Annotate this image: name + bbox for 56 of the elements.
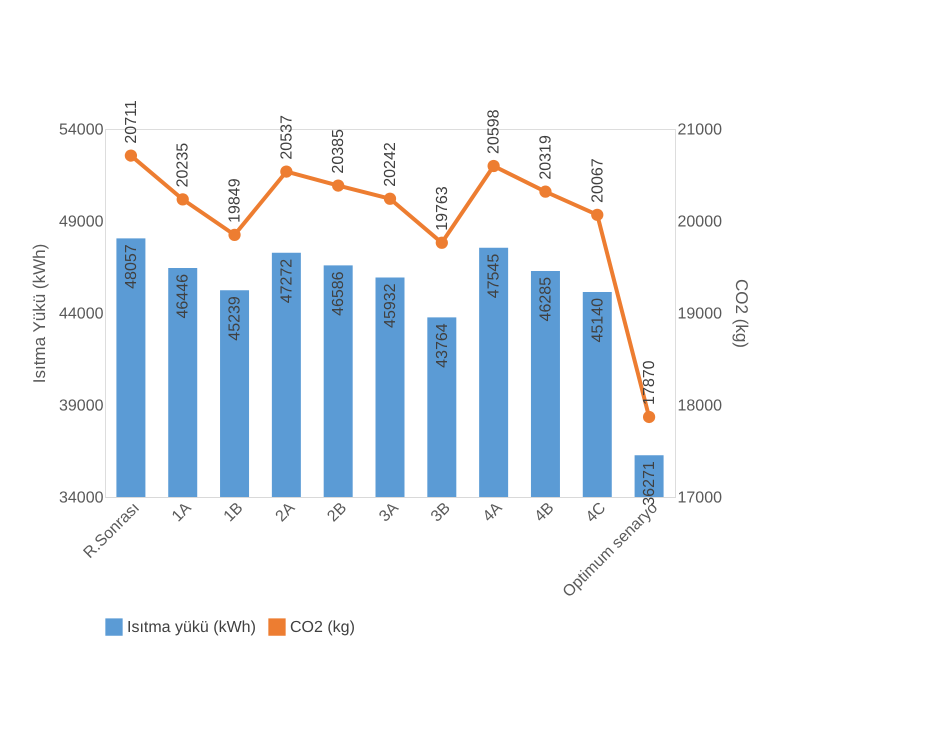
y-tick-label: 34000 bbox=[59, 490, 104, 506]
y2-tick-label: 21000 bbox=[678, 122, 722, 138]
x-tick-label: 1B bbox=[220, 500, 247, 526]
data-label: 20235 bbox=[174, 142, 192, 188]
x-tick-label: 2B bbox=[324, 500, 350, 526]
data-label: 47545 bbox=[486, 254, 503, 298]
data-label: 19849 bbox=[226, 178, 244, 223]
point bbox=[436, 236, 448, 249]
point bbox=[280, 165, 292, 178]
data-label: 20598 bbox=[486, 109, 503, 154]
point bbox=[591, 208, 604, 221]
y-tick-label: 54000 bbox=[59, 122, 104, 138]
x-tick-label: 4A bbox=[480, 499, 506, 526]
point bbox=[228, 228, 241, 242]
data-label: 45140 bbox=[589, 298, 606, 343]
point bbox=[332, 179, 344, 192]
x-tick-label: 3B bbox=[428, 500, 454, 526]
point bbox=[384, 192, 396, 205]
point bbox=[488, 160, 500, 172]
data-label: 46586 bbox=[330, 271, 348, 316]
x-tick-label: 4C bbox=[582, 500, 610, 526]
data-label: 20537 bbox=[278, 115, 296, 160]
y2-axis-title: CO2 (kg) bbox=[732, 279, 751, 348]
x-tick-label: 2A bbox=[272, 499, 299, 526]
data-label: 48057 bbox=[122, 244, 140, 289]
x-tick-label: 3A bbox=[376, 499, 402, 526]
legend-label: Isıtma yükü (kWh) bbox=[127, 619, 256, 636]
y2-tick-label: 19000 bbox=[678, 306, 722, 322]
data-label: 20242 bbox=[382, 142, 399, 187]
legend-label: CO2 (kg) bbox=[290, 619, 355, 636]
data-label: 46285 bbox=[537, 276, 554, 322]
point bbox=[539, 186, 552, 198]
data-label: 20385 bbox=[330, 128, 348, 174]
point bbox=[176, 193, 189, 206]
y2-tick-label: 20000 bbox=[678, 214, 722, 230]
data-label: 45239 bbox=[226, 296, 244, 341]
x-tick-label: 4B bbox=[532, 500, 558, 526]
data-label: 36271 bbox=[641, 461, 658, 506]
y-tick-label: 44000 bbox=[59, 306, 104, 322]
data-label: 20319 bbox=[537, 135, 554, 180]
data-label: 17870 bbox=[641, 360, 658, 405]
data-label: 20711 bbox=[122, 100, 140, 144]
data-label: 43764 bbox=[434, 323, 451, 368]
y-tick-label: 39000 bbox=[59, 398, 104, 414]
data-label: 45932 bbox=[382, 283, 399, 328]
point bbox=[642, 410, 656, 424]
data-label: 47272 bbox=[278, 258, 296, 304]
y2-tick-label: 18000 bbox=[678, 398, 722, 414]
y-axis-title: Isıtma Yükü (kWh) bbox=[30, 244, 50, 384]
data-label: 19763 bbox=[434, 186, 451, 231]
data-label: 20067 bbox=[589, 158, 606, 203]
x-tick-label: 1A bbox=[168, 499, 195, 526]
y2-tick-label: 17000 bbox=[678, 490, 722, 506]
point bbox=[124, 149, 138, 162]
y-tick-label: 49000 bbox=[59, 214, 104, 230]
data-label: 46446 bbox=[174, 274, 192, 318]
